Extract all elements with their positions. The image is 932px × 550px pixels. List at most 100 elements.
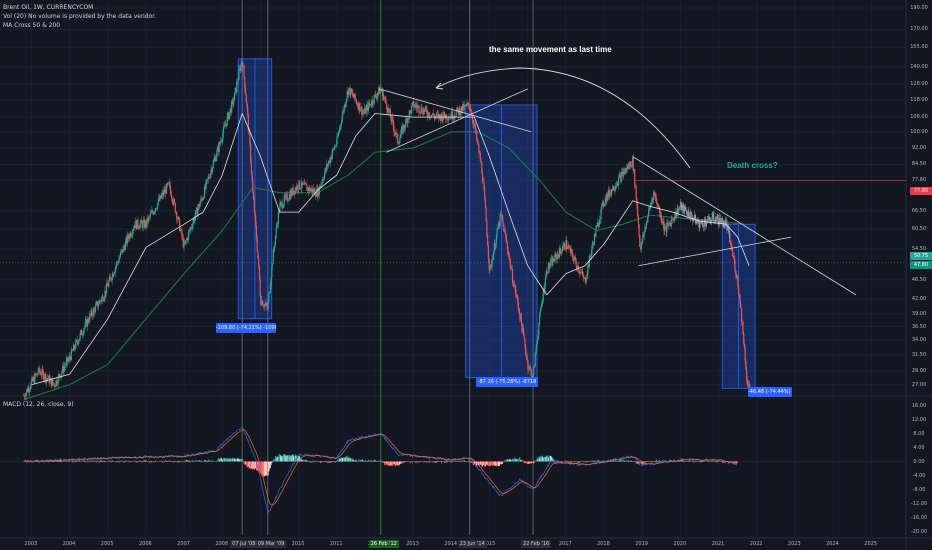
- macd-hist-493: [383, 461, 385, 465]
- macd-hist-299: [242, 458, 244, 462]
- macd-hist-454: [355, 460, 357, 462]
- candle-body-690: [528, 368, 530, 370]
- symbol-title[interactable]: Brent Oil, 1W, CURRENCYCOM: [3, 4, 94, 11]
- candle-body-133: [120, 251, 122, 253]
- candle-body-552: [427, 114, 429, 117]
- candle-body-774: [589, 255, 591, 257]
- macd-hist-497: [386, 461, 388, 466]
- candle-body-581: [448, 117, 450, 121]
- candle-body-144: [128, 237, 130, 239]
- macd-hist-752: [573, 461, 575, 463]
- macd-hist-240: [198, 459, 200, 462]
- candle-body-870: [659, 212, 661, 214]
- macd-hist-82: [83, 460, 85, 462]
- ma-legend[interactable]: MA Cross 50 & 200: [3, 22, 61, 29]
- macd-hist-131: [119, 460, 121, 462]
- candle-body-602: [463, 105, 465, 110]
- macd-hist-372: [295, 455, 297, 462]
- candle-body-977: [737, 285, 740, 294]
- macd-hist-852: [646, 461, 648, 463]
- candle-body-641: [492, 259, 494, 261]
- macd-hist-249: [205, 460, 207, 462]
- candle-body-167: [145, 221, 147, 227]
- candle-body-24: [40, 374, 42, 376]
- measure-label-2021[interactable]: -46.48 (-74.44%) -4648: [748, 387, 792, 397]
- symbol-legend[interactable]: Brent Oil, 1W, CURRENCYCOM Vol (20) No v…: [3, 3, 156, 30]
- annotation-same-movement[interactable]: the same movement as last time: [489, 45, 612, 54]
- macd-hist-211: [177, 461, 179, 463]
- candle-body-105: [100, 301, 102, 302]
- measure-label-2014[interactable]: -87.16 (-75.28%) -8718: [476, 377, 538, 387]
- candle-body-751: [572, 257, 574, 261]
- candle-body-447: [350, 88, 352, 96]
- candle-body-481: [375, 94, 377, 97]
- candle-body-667: [511, 268, 513, 270]
- candle-body-479: [373, 95, 375, 104]
- candle-body-122: [112, 273, 114, 277]
- macd-hist-650: [498, 461, 500, 466]
- candle-body-477: [372, 99, 374, 104]
- candle-body-229: [190, 227, 192, 229]
- macd-hist-383: [303, 460, 305, 462]
- candle-body-223: [186, 238, 188, 241]
- candle-body-27: [42, 371, 45, 380]
- macd-hist-627: [482, 461, 484, 467]
- candle-body-931: [704, 219, 706, 221]
- macd-hist-346: [276, 455, 278, 462]
- macd-hist-305: [246, 461, 248, 468]
- candle-body-604: [465, 105, 467, 107]
- macd-hist-256: [210, 460, 212, 462]
- macd-hist-683: [523, 461, 525, 463]
- candle-body-784: [596, 222, 598, 226]
- candle-body-0: [23, 395, 25, 397]
- candle-body-856: [649, 207, 651, 209]
- macd-hist-102: [97, 461, 99, 463]
- macd-hist-748: [570, 461, 572, 463]
- candle-body-286: [232, 100, 234, 105]
- candle-body-793: [603, 204, 605, 207]
- macd-hist-71: [75, 461, 77, 463]
- price-tick-21: 27.00: [911, 381, 927, 388]
- candle-body-348: [277, 211, 280, 225]
- candle-body-404: [318, 186, 320, 195]
- candle-body-737: [562, 245, 564, 251]
- candle-body-693: [530, 368, 532, 371]
- macd-hist-402: [317, 460, 319, 462]
- candle-body-12: [31, 377, 34, 381]
- candle-body-155: [136, 219, 138, 229]
- candle-body-679: [519, 314, 522, 320]
- macd-hist-646: [495, 461, 497, 467]
- candle-body-766: [583, 277, 585, 279]
- candle-body-471: [367, 102, 370, 112]
- candle-body-823: [625, 168, 627, 172]
- candle-body-187: [160, 195, 162, 199]
- candle-body-418: [329, 160, 331, 163]
- macd-hist-96: [93, 460, 95, 462]
- candle-body-859: [651, 198, 653, 202]
- macd-hist-524: [406, 461, 408, 463]
- candle-body-582: [449, 117, 451, 119]
- candle-body-755: [575, 260, 577, 267]
- candle-body-422: [331, 149, 334, 155]
- macd-hist-281: [228, 458, 230, 462]
- volume-legend[interactable]: Vol (20) No volume is provided by the da…: [3, 13, 157, 20]
- macd-pane: [0, 426, 906, 514]
- macd-hist-468: [365, 460, 367, 462]
- macd-hist-428: [336, 460, 338, 462]
- annotation-death-cross[interactable]: Death cross?: [727, 161, 778, 170]
- trend-drawings[interactable]: [378, 67, 857, 296]
- macd-hist-610: [469, 460, 471, 462]
- candle-body-983: [742, 322, 744, 334]
- candle-body-226: [188, 230, 190, 233]
- candle-body-624: [479, 153, 481, 162]
- year-tick-21: 2024: [826, 541, 839, 547]
- candle-body-787: [598, 219, 601, 224]
- candle-body-142: [127, 234, 129, 243]
- candle-body-332: [266, 303, 268, 307]
- measure-label-2008[interactable]: -109.60 (-74.21%) -10960: [216, 323, 276, 333]
- macd-legend[interactable]: MACD (12, 26, close, 9): [3, 401, 74, 408]
- candle-body-826: [627, 165, 629, 169]
- candle-body-722: [551, 258, 553, 266]
- candle-body-911: [689, 212, 691, 219]
